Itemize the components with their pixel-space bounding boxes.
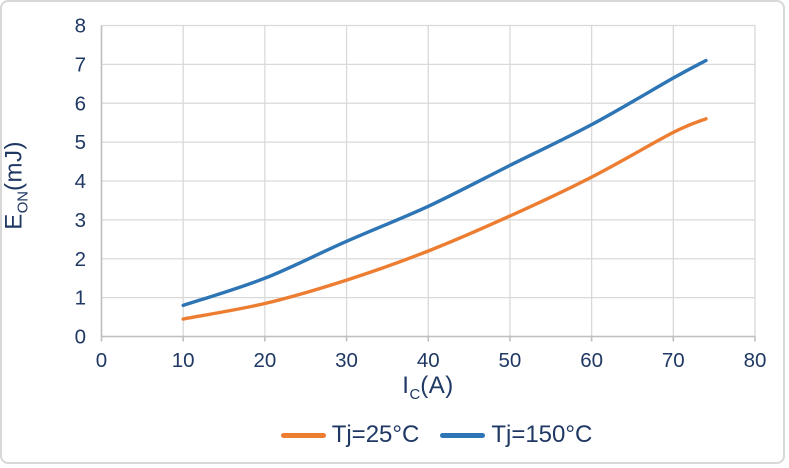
x-axis-title: IC(A) <box>101 372 755 403</box>
x-axis-title-sub: C <box>409 386 421 403</box>
legend-swatch-1 <box>440 432 486 438</box>
svg-text:4: 4 <box>75 170 86 193</box>
svg-text:8: 8 <box>75 15 86 38</box>
svg-text:60: 60 <box>580 349 603 372</box>
legend-item-tj25: Tj=25°C <box>280 421 420 449</box>
svg-text:5: 5 <box>75 131 86 154</box>
y-axis-title-rest: (mJ) <box>0 140 28 191</box>
svg-text:80: 80 <box>744 349 767 372</box>
svg-text:0: 0 <box>96 349 107 372</box>
legend-swatch-0 <box>280 432 326 438</box>
legend-label-1: Tj=150°C <box>491 421 593 448</box>
y-axis-title-sub: ON <box>15 190 32 214</box>
svg-text:30: 30 <box>335 349 358 372</box>
svg-text:1: 1 <box>75 287 86 310</box>
series-line-1 <box>181 58 708 308</box>
legend-item-tj150: Tj=150°C <box>440 421 592 449</box>
plot-svg: 0 10 20 30 40 50 60 70 80 0 1 2 3 4 5 6 7 8 <box>75 15 767 373</box>
svg-text:10: 10 <box>172 349 195 372</box>
x-tick-labels: 0 10 20 30 40 50 60 70 80 <box>96 349 767 372</box>
svg-text:6: 6 <box>75 92 86 115</box>
svg-text:70: 70 <box>662 349 685 372</box>
x-tick-marks <box>100 336 756 342</box>
svg-text:50: 50 <box>499 349 522 372</box>
legend: Tj=25°C Tj=150°C <box>90 419 783 451</box>
svg-text:40: 40 <box>417 349 440 372</box>
y-axis-title-main: E <box>0 213 28 230</box>
svg-text:7: 7 <box>75 53 86 76</box>
svg-text:0: 0 <box>75 326 86 349</box>
legend-label-0: Tj=25°C <box>331 421 420 448</box>
svg-text:3: 3 <box>75 209 86 232</box>
x-axis-title-rest: (A) <box>420 372 454 399</box>
y-tick-labels: 0 1 2 3 4 5 6 7 8 <box>75 15 86 349</box>
gridlines <box>100 24 756 338</box>
x-axis-title-main: I <box>402 372 410 399</box>
series-line-0 <box>181 117 708 321</box>
svg-text:20: 20 <box>253 349 276 372</box>
svg-text:2: 2 <box>75 248 86 271</box>
y-axis-title: EON(mJ) <box>0 85 32 285</box>
